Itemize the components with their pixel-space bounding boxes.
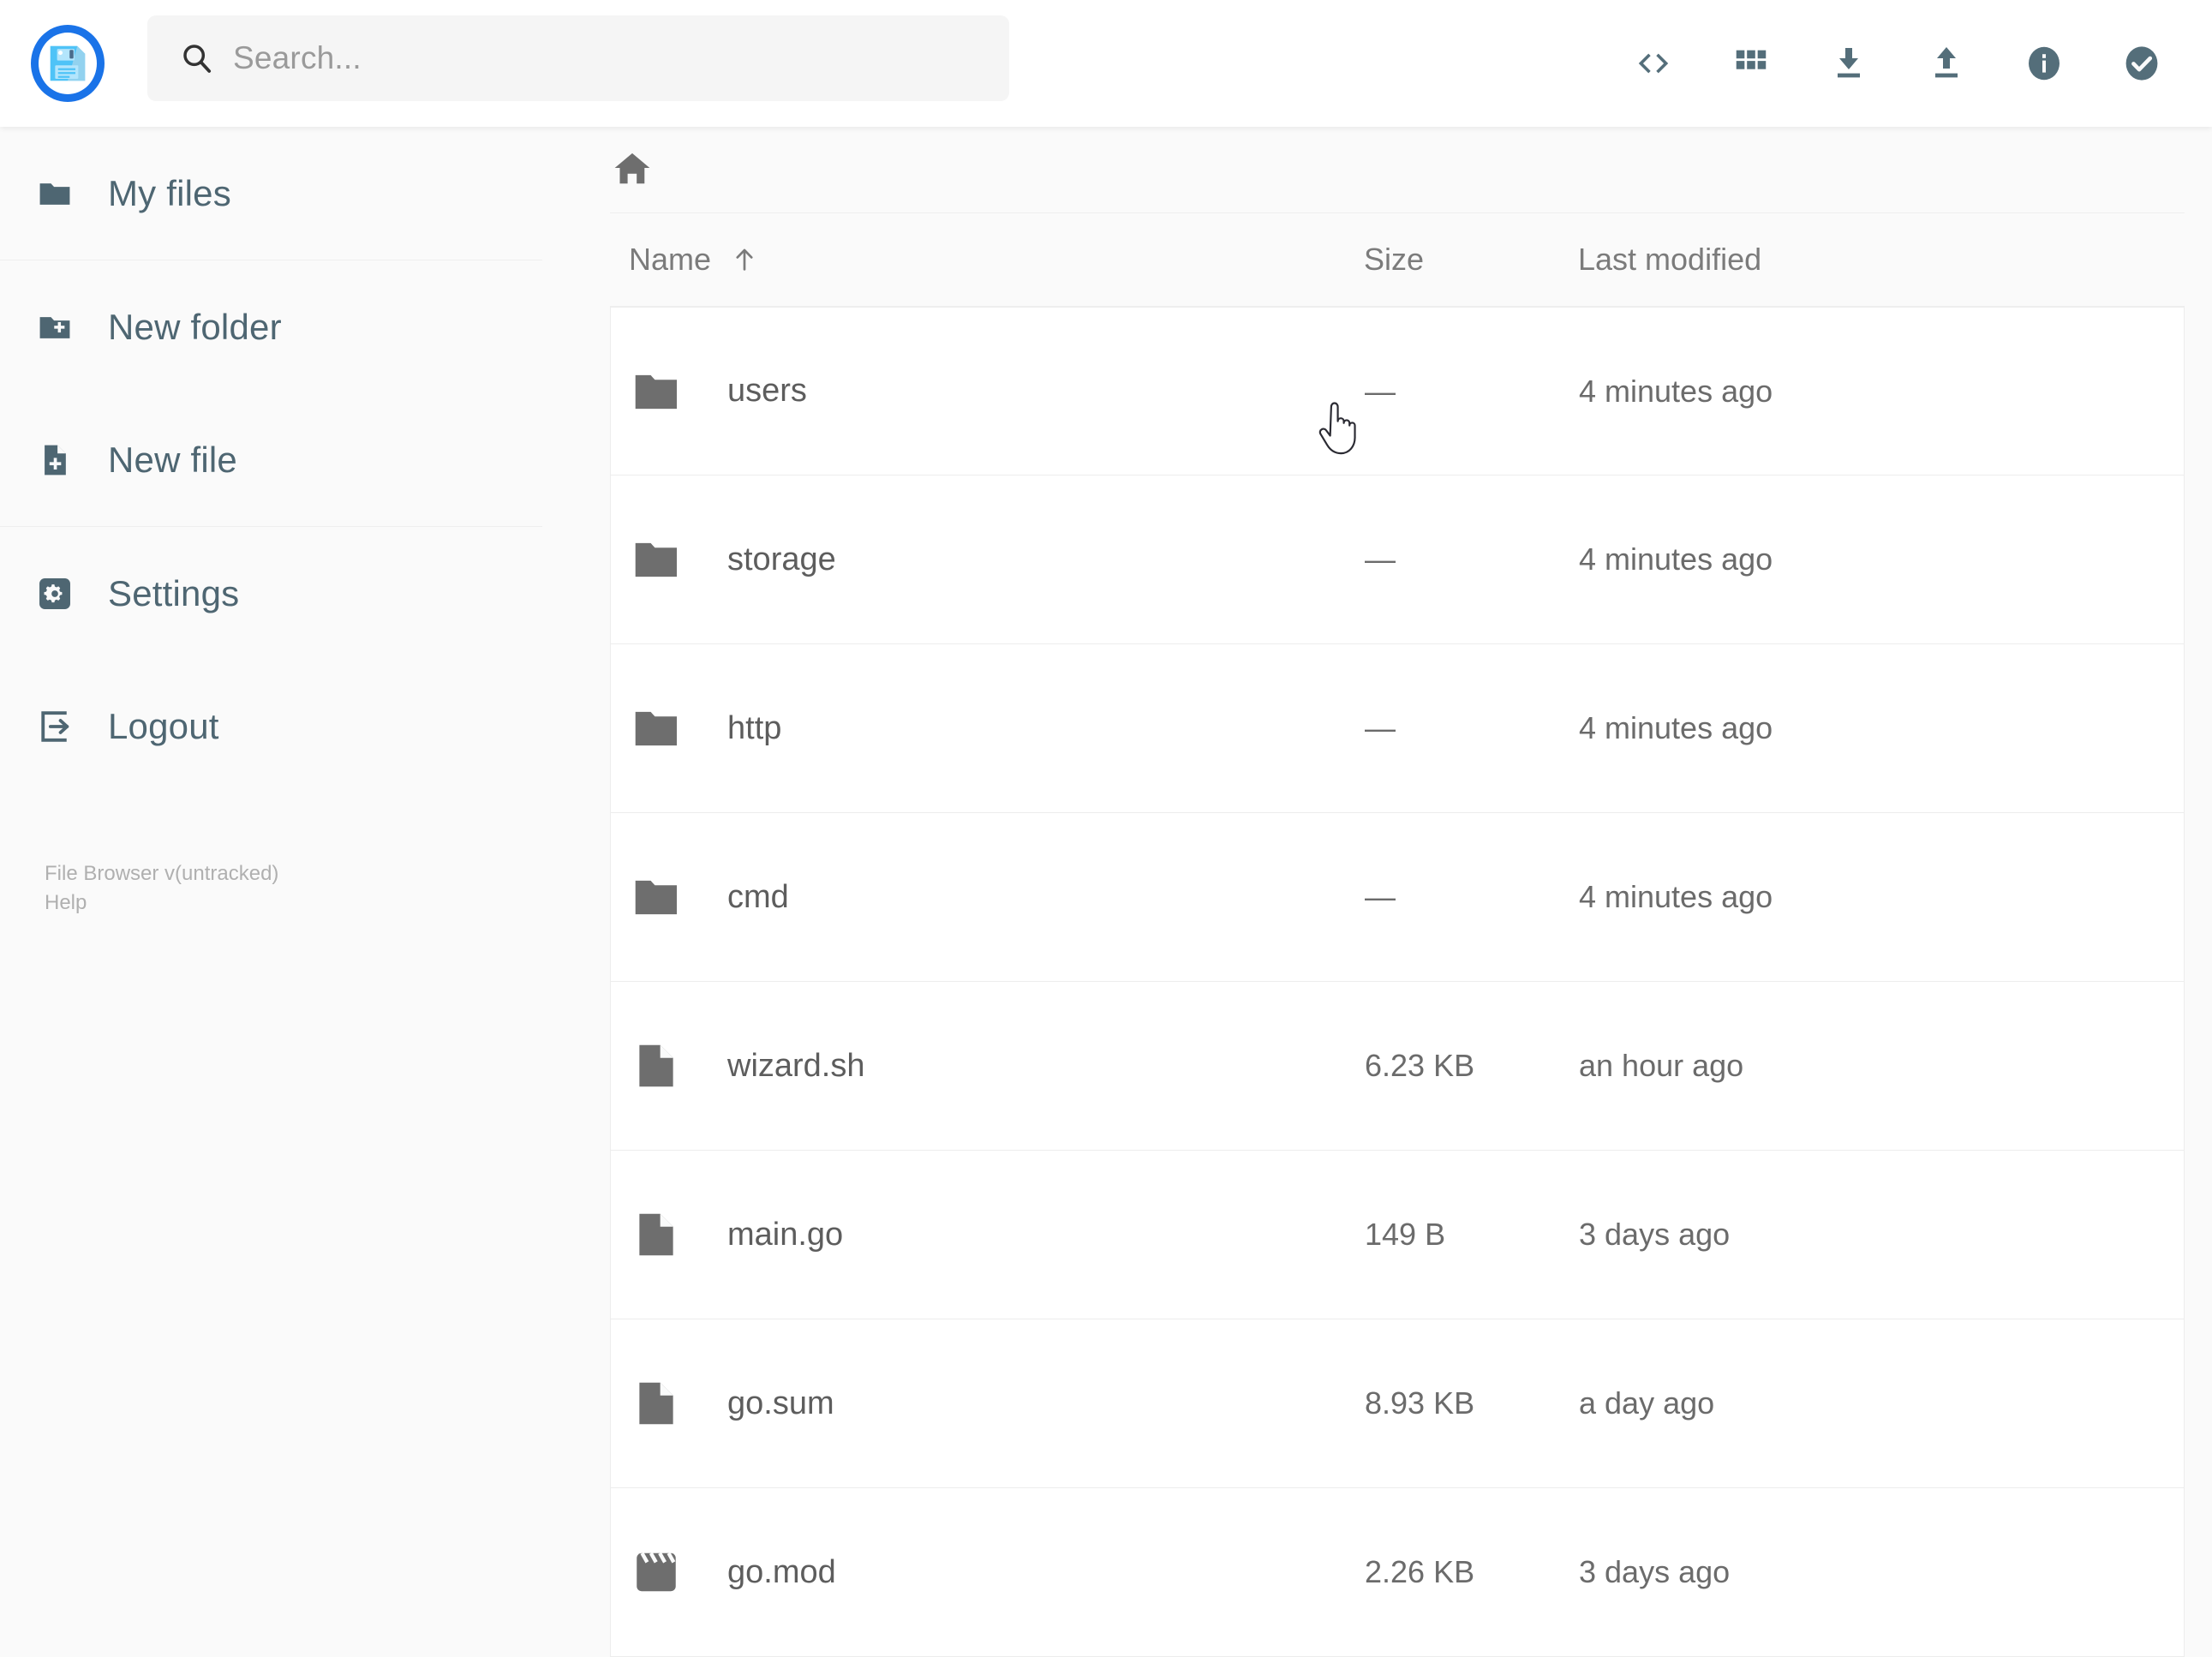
cell-size: 6.23 KB	[1365, 1048, 1475, 1083]
file-name: main.go	[727, 1216, 844, 1253]
cell-name: go.sum	[611, 1377, 1365, 1430]
app-header: Search...	[0, 0, 2212, 127]
sidebar-item-settings[interactable]: Settings	[0, 527, 542, 660]
table-row[interactable]: wizard.sh 6.23 KB an hour ago	[610, 982, 2185, 1151]
cell-modified: 3 days ago	[1579, 1554, 1731, 1589]
cell-size: —	[1365, 373, 1396, 409]
sidebar-item-my-files[interactable]: My files	[0, 127, 542, 260]
cell-size: 149 B	[1365, 1217, 1446, 1252]
help-link[interactable]: Help	[45, 891, 87, 914]
sidebar-item-logout[interactable]: Logout	[0, 660, 542, 793]
sidebar-item-label: My files	[108, 172, 231, 213]
table-row[interactable]: main.go 149 B 3 days ago	[610, 1151, 2185, 1319]
sidebar-item-new-folder[interactable]: New folder	[0, 260, 542, 393]
file-name: wizard.sh	[727, 1047, 865, 1084]
table-row[interactable]: users — 4 minutes ago	[610, 307, 2185, 476]
cell-name: wizard.sh	[611, 1039, 1365, 1092]
search-input[interactable]: Search...	[147, 15, 1009, 101]
column-header-name[interactable]: Name	[610, 242, 1364, 278]
cell-name: users	[611, 365, 1365, 418]
cell-modified: 4 minutes ago	[1579, 879, 1773, 914]
cell-modified: 4 minutes ago	[1579, 541, 1773, 577]
file-icon	[630, 1208, 683, 1261]
sidebar-credits: File Browser v(untracked) Help	[45, 859, 278, 918]
cell-modified: 3 days ago	[1579, 1217, 1731, 1252]
movie-icon	[630, 1546, 683, 1599]
sidebar-item-label: New folder	[108, 306, 282, 347]
main-content: Name Size Last modified users — 4 minutes …	[610, 127, 2212, 1657]
cell-name: http	[611, 702, 1365, 755]
column-header-name-label: Name	[629, 242, 712, 277]
file-name: users	[727, 373, 807, 409]
cell-name: go.mod	[611, 1546, 1365, 1599]
sidebar: My files New folder	[0, 127, 610, 1422]
file-rows: users — 4 minutes ago storage — 4 minutes ago…	[610, 307, 2185, 1657]
sidebar-item-label: New file	[108, 439, 237, 480]
folder-icon	[630, 533, 683, 586]
table-row[interactable]: cmd — 4 minutes ago	[610, 813, 2185, 982]
column-header-size[interactable]: Size	[1364, 242, 1578, 278]
file-icon	[630, 1039, 683, 1092]
cell-name: storage	[611, 533, 1365, 586]
cell-name: cmd	[611, 870, 1365, 924]
column-header-size-label: Size	[1364, 242, 1425, 277]
code-icon[interactable]	[1633, 43, 1674, 84]
sidebar-group-account: Settings Logout	[0, 527, 542, 793]
app-version: File Browser v(untracked)	[45, 862, 279, 885]
table-header-row: Name Size Last modified	[610, 212, 2185, 307]
file-name: storage	[727, 541, 836, 577]
sidebar-group-files: My files	[0, 127, 542, 260]
cell-size: —	[1365, 710, 1396, 745]
logout-icon	[36, 708, 74, 745]
cell-modified: 4 minutes ago	[1579, 710, 1773, 745]
file-icon	[630, 1377, 683, 1430]
cell-modified: 4 minutes ago	[1579, 373, 1773, 409]
column-header-modified-label: Last modified	[1578, 242, 1762, 277]
folder-icon	[630, 870, 683, 924]
search-icon	[183, 45, 212, 73]
cell-modified: a day ago	[1579, 1385, 1715, 1421]
file-name: http	[727, 709, 782, 746]
file-plus-icon	[36, 441, 74, 479]
folder-icon	[630, 365, 683, 418]
folder-icon	[630, 702, 683, 755]
table-row[interactable]: go.mod 2.26 KB 3 days ago	[610, 1488, 2185, 1657]
arrow-up-icon	[730, 243, 759, 276]
folder-icon	[36, 175, 74, 212]
cell-size: 8.93 KB	[1365, 1385, 1475, 1421]
breadcrumb	[610, 127, 2185, 212]
sidebar-group-create: New folder New file	[0, 260, 542, 527]
grid-view-icon[interactable]	[1731, 43, 1772, 84]
check-circle-icon[interactable]	[2121, 43, 2162, 84]
header-toolbar	[1633, 0, 2162, 127]
table-row[interactable]: http — 4 minutes ago	[610, 644, 2185, 813]
table-row[interactable]: storage — 4 minutes ago	[610, 476, 2185, 644]
cell-size: —	[1365, 879, 1396, 914]
search-placeholder: Search...	[233, 40, 362, 75]
upload-icon[interactable]	[1926, 43, 1967, 84]
cell-size: —	[1365, 541, 1396, 577]
floppy-disk-icon	[50, 45, 86, 81]
logo-ring	[31, 25, 105, 102]
home-icon[interactable]	[610, 147, 655, 192]
folder-plus-icon	[36, 308, 74, 346]
file-listing-table: Name Size Last modified users — 4 minutes …	[610, 212, 2185, 1657]
file-name: go.sum	[727, 1385, 834, 1421]
sidebar-item-label: Settings	[108, 572, 240, 613]
sidebar-item-new-file[interactable]: New file	[0, 393, 542, 526]
app-logo[interactable]	[26, 21, 110, 105]
sidebar-item-label: Logout	[108, 705, 219, 746]
table-row[interactable]: go.sum 8.93 KB a day ago	[610, 1319, 2185, 1488]
cell-modified: an hour ago	[1579, 1048, 1744, 1083]
file-name: cmd	[727, 878, 789, 915]
info-icon[interactable]	[2024, 43, 2065, 84]
file-name: go.mod	[727, 1553, 836, 1590]
cell-name: main.go	[611, 1208, 1365, 1261]
cell-size: 2.26 KB	[1365, 1554, 1475, 1589]
column-header-modified[interactable]: Last modified	[1578, 242, 1938, 278]
download-icon[interactable]	[1828, 43, 1869, 84]
gear-icon	[36, 575, 74, 613]
